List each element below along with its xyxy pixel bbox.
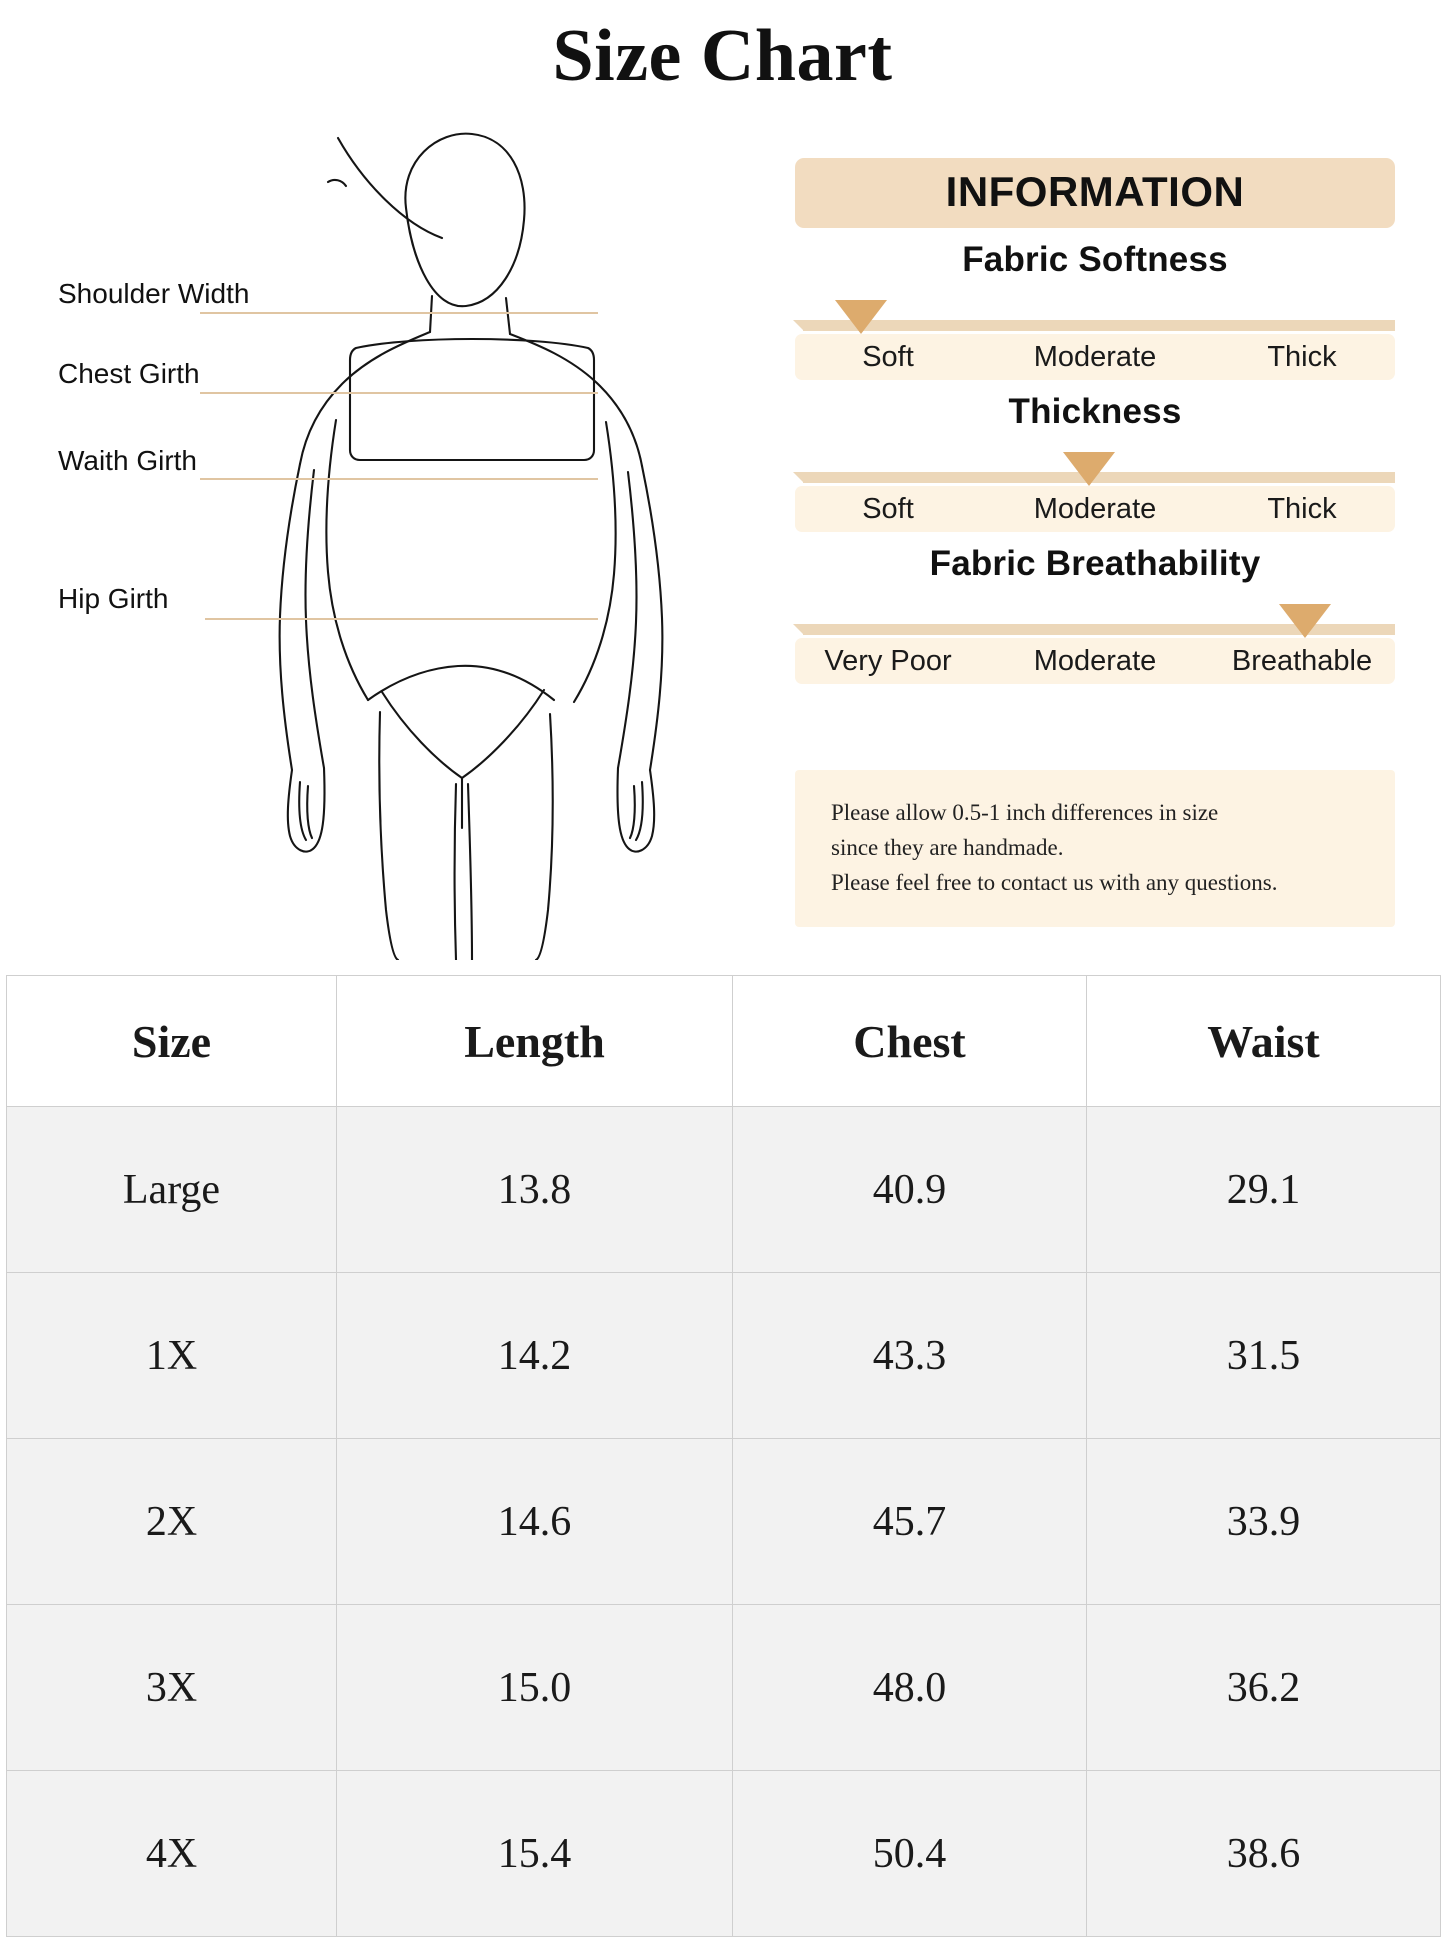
- slider-label-right: Thick: [1267, 340, 1337, 373]
- slider-thickness[interactable]: Soft Moderate Thick: [793, 434, 1395, 532]
- slider-fabric-breathability[interactable]: Very Poor Moderate Breathable: [793, 586, 1395, 684]
- slider-track: [793, 624, 1395, 635]
- slider-label-left: Soft: [862, 340, 914, 373]
- disclaimer-line-3: Please feel free to contact us with any …: [831, 869, 1278, 895]
- cell-length: 13.8: [336, 1106, 733, 1273]
- cell-chest: 45.7: [732, 1438, 1087, 1605]
- column-header-length: Length: [336, 975, 733, 1107]
- information-panel: INFORMATION Fabric Softness Soft Moderat…: [793, 158, 1395, 684]
- slider-title-fabric-softness: Fabric Softness: [962, 240, 1228, 279]
- slider-fabric-softness[interactable]: Soft Moderate Thick: [793, 282, 1395, 380]
- guide-line-hip: [205, 618, 598, 620]
- cell-waist: 38.6: [1086, 1770, 1441, 1937]
- table-row: 4X 15.4 50.4 38.6: [6, 1770, 1441, 1937]
- table-row: Large 13.8 40.9 29.1: [6, 1106, 1441, 1273]
- cell-size: 4X: [6, 1770, 337, 1937]
- guide-line-shoulder: [200, 312, 598, 314]
- page-title: Size Chart: [552, 15, 893, 97]
- slider-scale-labels: Very Poor Moderate Breathable: [795, 638, 1395, 684]
- column-header-size: Size: [6, 975, 337, 1107]
- table-row: 2X 14.6 45.7 33.9: [6, 1438, 1441, 1605]
- guide-line-waist: [200, 478, 598, 480]
- slider-label-middle: Moderate: [1033, 644, 1157, 677]
- cell-waist: 29.1: [1086, 1106, 1441, 1273]
- cell-length: 15.4: [336, 1770, 733, 1937]
- disclaimer-line-2: since they are handmade.: [831, 834, 1064, 860]
- table-row: 3X 15.0 48.0 36.2: [6, 1604, 1441, 1771]
- slider-marker-icon[interactable]: [1063, 452, 1115, 486]
- label-waith-girth: Waith Girth: [58, 445, 197, 476]
- body-figure-block: Shoulder Width Chest Girth Waith Girth H…: [0, 120, 790, 960]
- cell-chest: 43.3: [732, 1272, 1087, 1439]
- slider-scale-labels: Soft Moderate Thick: [795, 486, 1395, 532]
- cell-size: 1X: [6, 1272, 337, 1439]
- slider-label-middle: Moderate: [1033, 340, 1157, 373]
- cell-waist: 31.5: [1086, 1272, 1441, 1439]
- disclaimer-box: Please allow 0.5-1 inch differences in s…: [795, 770, 1395, 927]
- column-header-chest: Chest: [732, 975, 1087, 1107]
- slider-label-left: Very Poor: [824, 644, 952, 677]
- column-header-waist: Waist: [1086, 975, 1441, 1107]
- size-table: Size Length Chest Waist Large 13.8 40.9 …: [6, 975, 1441, 1937]
- table-header-row: Size Length Chest Waist: [6, 975, 1441, 1107]
- slider-label-right: Breathable: [1231, 644, 1373, 677]
- label-hip-girth: Hip Girth: [58, 583, 169, 614]
- slider-label-right: Thick: [1267, 492, 1337, 525]
- slider-track: [793, 320, 1395, 331]
- table-row: 1X 14.2 43.3 31.5: [6, 1272, 1441, 1439]
- cell-length: 14.2: [336, 1272, 733, 1439]
- cell-chest: 40.9: [732, 1106, 1087, 1273]
- slider-label-middle: Moderate: [1033, 492, 1157, 525]
- label-chest-girth: Chest Girth: [58, 358, 200, 389]
- cell-size: 3X: [6, 1604, 337, 1771]
- cell-waist: 36.2: [1086, 1604, 1441, 1771]
- cell-chest: 48.0: [732, 1604, 1087, 1771]
- cell-length: 14.6: [336, 1438, 733, 1605]
- label-shoulder-width: Shoulder Width: [58, 278, 250, 309]
- cell-waist: 33.9: [1086, 1438, 1441, 1605]
- cell-length: 15.0: [336, 1604, 733, 1771]
- information-header: INFORMATION: [795, 158, 1395, 228]
- slider-label-left: Soft: [862, 492, 914, 525]
- cell-chest: 50.4: [732, 1770, 1087, 1937]
- slider-scale-labels: Soft Moderate Thick: [795, 334, 1395, 380]
- slider-title-fabric-breathability: Fabric Breathability: [929, 544, 1261, 583]
- slider-title-thickness: Thickness: [1008, 392, 1182, 431]
- guide-line-chest: [200, 392, 598, 394]
- slider-marker-icon[interactable]: [835, 300, 887, 334]
- disclaimer-line-1: Please allow 0.5-1 inch differences in s…: [831, 800, 1219, 825]
- female-body-line-art-icon: [278, 132, 664, 960]
- slider-marker-icon[interactable]: [1279, 604, 1331, 638]
- cell-size: Large: [6, 1106, 337, 1273]
- cell-size: 2X: [6, 1438, 337, 1605]
